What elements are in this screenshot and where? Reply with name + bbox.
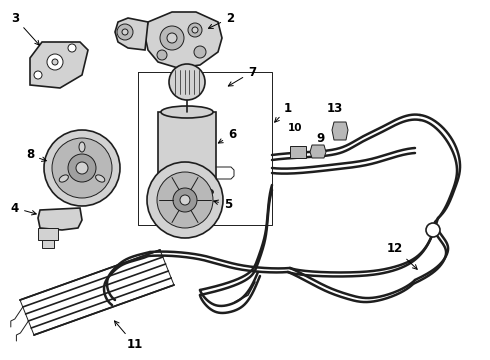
Circle shape bbox=[157, 50, 167, 60]
Bar bbox=[38, 228, 58, 240]
Polygon shape bbox=[290, 146, 306, 158]
Circle shape bbox=[122, 29, 128, 35]
Circle shape bbox=[426, 223, 440, 237]
Circle shape bbox=[169, 64, 205, 100]
Text: 9: 9 bbox=[316, 131, 324, 144]
Circle shape bbox=[68, 154, 96, 182]
Circle shape bbox=[47, 54, 63, 70]
Circle shape bbox=[194, 46, 206, 58]
Polygon shape bbox=[30, 42, 88, 88]
Circle shape bbox=[173, 188, 197, 212]
Text: 6: 6 bbox=[219, 129, 236, 143]
Circle shape bbox=[157, 172, 213, 228]
Text: 2: 2 bbox=[208, 12, 234, 28]
Circle shape bbox=[52, 138, 112, 198]
Text: 4: 4 bbox=[11, 202, 36, 215]
Circle shape bbox=[160, 26, 184, 50]
Ellipse shape bbox=[59, 175, 69, 182]
Text: 10: 10 bbox=[288, 123, 302, 133]
Bar bbox=[42, 240, 54, 248]
Circle shape bbox=[180, 195, 190, 205]
Text: 1: 1 bbox=[275, 102, 292, 122]
Circle shape bbox=[117, 24, 133, 40]
Text: 8: 8 bbox=[26, 148, 47, 162]
Circle shape bbox=[76, 162, 88, 174]
Circle shape bbox=[147, 162, 223, 238]
Text: 7: 7 bbox=[228, 66, 256, 86]
Ellipse shape bbox=[79, 142, 85, 152]
Text: 13: 13 bbox=[327, 102, 343, 114]
Polygon shape bbox=[310, 145, 326, 158]
Bar bbox=[158, 112, 216, 192]
Text: 5: 5 bbox=[214, 198, 232, 211]
Ellipse shape bbox=[161, 186, 213, 198]
Text: 3: 3 bbox=[11, 12, 39, 45]
Ellipse shape bbox=[96, 175, 105, 182]
Circle shape bbox=[44, 130, 120, 206]
Circle shape bbox=[192, 27, 198, 33]
Polygon shape bbox=[38, 208, 82, 230]
Circle shape bbox=[52, 59, 58, 65]
Circle shape bbox=[188, 23, 202, 37]
Circle shape bbox=[167, 33, 177, 43]
Polygon shape bbox=[332, 122, 348, 140]
Circle shape bbox=[34, 71, 42, 79]
Circle shape bbox=[68, 44, 76, 52]
Ellipse shape bbox=[161, 106, 213, 118]
Polygon shape bbox=[145, 12, 222, 68]
Text: 12: 12 bbox=[387, 242, 417, 269]
Text: 11: 11 bbox=[115, 321, 143, 351]
Polygon shape bbox=[115, 18, 148, 50]
